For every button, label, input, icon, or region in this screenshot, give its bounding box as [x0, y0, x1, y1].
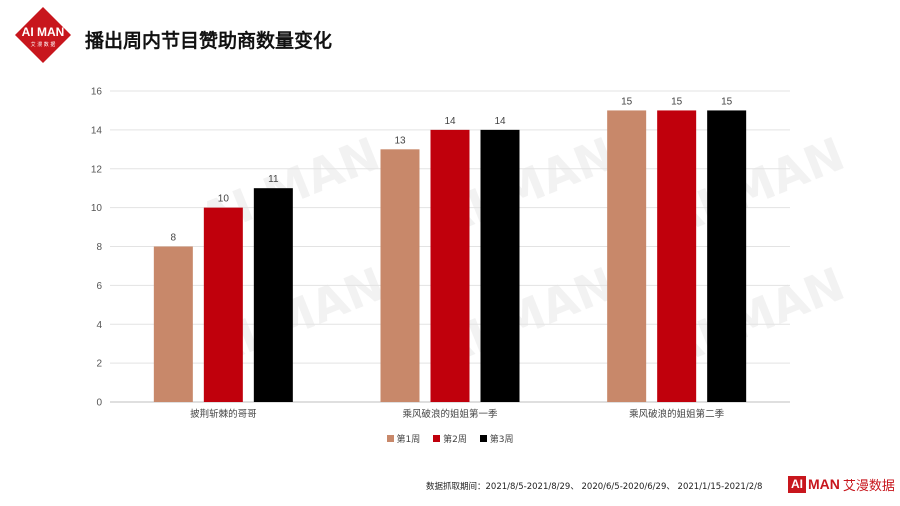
- data-label: 14: [494, 116, 506, 127]
- data-label: 15: [721, 96, 733, 107]
- y-tick-label: 2: [96, 359, 102, 370]
- bar: [657, 110, 697, 402]
- legend-label: 第1周: [396, 435, 421, 445]
- legend-label: 第2周: [443, 435, 467, 445]
- data-label: 8: [171, 233, 177, 244]
- bar: [380, 149, 420, 402]
- bar: [153, 246, 193, 402]
- legend-swatch: [433, 435, 441, 442]
- page-title: 播出周内节目赞助商数量变化: [85, 30, 333, 52]
- logo-text: AI MAN: [22, 25, 65, 39]
- logo-subtext: 艾 漫 数 据: [31, 41, 56, 48]
- y-tick-label: 0: [96, 398, 102, 409]
- chart-legend: 第1周 第2周 第3周: [0, 432, 900, 445]
- y-tick-label: 14: [91, 125, 103, 136]
- data-label: 13: [394, 135, 406, 146]
- data-label: 10: [218, 194, 230, 205]
- y-tick-label: 8: [96, 242, 102, 253]
- footer-logo-box: AI: [788, 475, 806, 493]
- bar: [430, 129, 470, 402]
- footer-logo: AI MAN 艾漫数据: [788, 474, 895, 494]
- bar: [253, 188, 293, 402]
- x-tick-label: 披荆斩棘的哥哥: [190, 408, 257, 420]
- bar: [203, 207, 243, 402]
- legend-swatch: [479, 435, 487, 442]
- y-tick-label: 4: [96, 320, 102, 331]
- bar: [607, 110, 647, 402]
- legend-label: 第3周: [489, 435, 514, 445]
- data-period-note: 数据抓取期间：2021/8/5-2021/8/29、 2020/6/5-2020…: [426, 482, 763, 492]
- legend-item: 第3周: [479, 432, 514, 445]
- footer-logo-cn: 艾漫数据: [842, 478, 895, 494]
- bar: [480, 129, 520, 402]
- legend-item: 第2周: [433, 432, 467, 445]
- y-tick-label: 16: [91, 87, 103, 98]
- brand-logo: AI MAN 艾 漫 数 据: [14, 6, 72, 64]
- legend-item: 第1周: [386, 432, 421, 445]
- y-tick-label: 6: [96, 281, 102, 292]
- y-tick-label: 10: [91, 203, 103, 214]
- bar: [707, 110, 747, 402]
- data-label: 15: [671, 96, 683, 107]
- data-label: 14: [444, 116, 456, 127]
- data-label: 15: [621, 96, 633, 107]
- legend-swatch: [386, 435, 394, 442]
- y-tick-label: 12: [91, 164, 103, 175]
- data-label: 11: [268, 174, 279, 185]
- x-tick-label: 乘风破浪的姐姐第二季: [629, 408, 725, 420]
- footer-logo-man: MAN: [808, 476, 840, 492]
- x-tick-label: 乘风破浪的姐姐第一季: [402, 408, 498, 420]
